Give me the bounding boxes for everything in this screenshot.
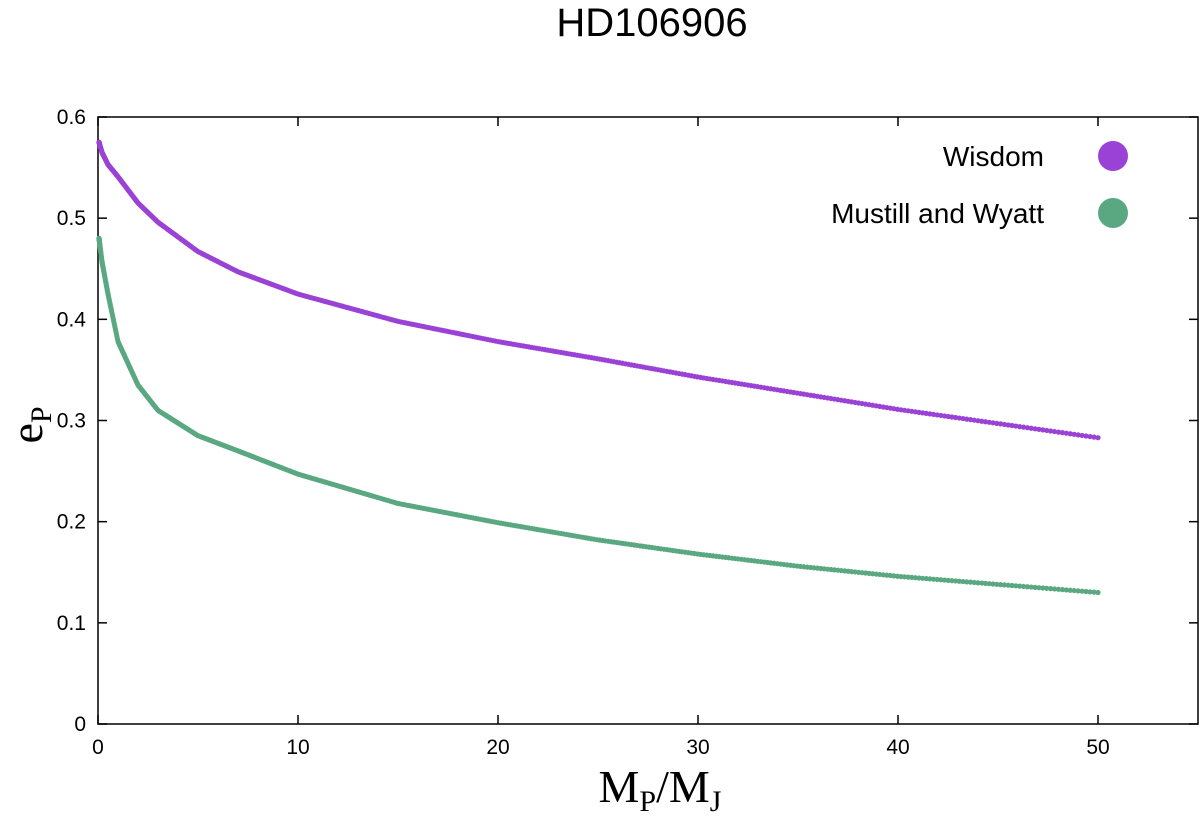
data-point — [1063, 587, 1069, 593]
data-point — [1040, 585, 1046, 591]
data-point — [1079, 588, 1085, 594]
x-tick-label: 50 — [1086, 736, 1109, 759]
data-point — [1040, 427, 1046, 433]
data-point — [1075, 588, 1081, 594]
data-point — [1028, 425, 1034, 431]
y-tick-label: 0.5 — [57, 207, 86, 230]
data-point — [1095, 589, 1101, 596]
data-point — [1001, 421, 1008, 428]
data-point — [1087, 589, 1093, 595]
series-2-points — [96, 235, 1101, 596]
data-point — [975, 580, 981, 586]
x-axis-ticks: 0 10 20 30 40 50 — [92, 117, 1110, 759]
y-tick-label: 0.6 — [57, 106, 86, 129]
y-tick-label: 0 — [74, 713, 86, 736]
legend-marker — [1098, 198, 1128, 228]
data-point — [1005, 422, 1011, 428]
data-point — [1048, 428, 1054, 434]
data-point — [986, 581, 992, 587]
data-point — [1063, 430, 1069, 436]
x-tick-label: 20 — [486, 736, 509, 759]
data-point — [1036, 585, 1042, 591]
data-point — [1059, 430, 1065, 436]
data-point — [1013, 583, 1019, 589]
data-point — [1032, 426, 1038, 432]
series-1-points — [96, 139, 1101, 441]
data-point — [960, 578, 966, 585]
data-point — [1071, 431, 1077, 437]
data-point — [1055, 586, 1062, 592]
data-point — [971, 579, 977, 586]
data-point — [1020, 424, 1027, 430]
data-point — [1036, 426, 1042, 432]
y-axis-ticks: 0 0.1 0.2 0.3 0.4 0.5 0.6 — [57, 106, 1198, 736]
data-point — [1020, 583, 1027, 590]
data-point — [1067, 587, 1073, 593]
chart-title: HD106906 — [556, 1, 747, 45]
data-point — [1087, 433, 1093, 440]
data-point — [1059, 587, 1065, 593]
data-point — [1055, 429, 1062, 435]
data-point — [1005, 582, 1011, 588]
data-point — [1001, 582, 1008, 588]
legend-marker — [1098, 141, 1128, 171]
data-point — [1028, 584, 1034, 590]
data-point — [1091, 589, 1097, 595]
y-tick-label: 0.4 — [57, 308, 87, 331]
data-point — [1095, 435, 1101, 441]
y-tick-label: 0.3 — [57, 410, 86, 433]
data-point — [1013, 423, 1019, 429]
legend-label: Wisdom — [943, 141, 1044, 172]
data-point — [1067, 431, 1073, 437]
data-point — [994, 420, 1000, 426]
data-point — [1044, 427, 1050, 434]
data-point — [998, 421, 1004, 427]
data-point — [1071, 587, 1077, 594]
x-axis-label: MP/MJ — [599, 761, 722, 818]
x-tick-label: 30 — [686, 736, 709, 759]
y-tick-label: 0.1 — [57, 612, 86, 635]
y-tick-label: 0.2 — [57, 511, 86, 534]
data-point — [956, 578, 962, 584]
data-point — [1009, 422, 1015, 429]
legend-label: Mustill and Wyatt — [831, 198, 1044, 229]
data-point — [1048, 586, 1054, 592]
data-point — [994, 581, 1000, 587]
data-point — [998, 582, 1004, 588]
data-point — [982, 580, 989, 586]
data-point — [1051, 428, 1058, 435]
data-point — [990, 420, 996, 426]
data-point — [1017, 424, 1023, 430]
data-point — [1083, 588, 1089, 595]
data-point — [1044, 585, 1050, 591]
x-tick-label: 0 — [92, 736, 104, 759]
data-point — [1091, 434, 1097, 440]
y-axis-label: eP — [1, 406, 58, 443]
data-point — [1075, 432, 1081, 438]
x-tick-label: 40 — [886, 736, 909, 759]
data-point — [967, 579, 974, 585]
data-point — [979, 580, 985, 586]
data-point — [964, 579, 970, 585]
data-point — [1051, 586, 1058, 592]
data-point — [1032, 584, 1038, 590]
data-point — [1024, 584, 1030, 590]
data-point — [1083, 433, 1089, 439]
data-point — [1079, 432, 1085, 439]
data-point — [1024, 425, 1030, 431]
data-point — [1017, 583, 1023, 589]
series-layer — [96, 139, 1101, 596]
x-tick-label: 10 — [286, 736, 309, 759]
legend: Wisdom Mustill and Wyatt — [831, 141, 1128, 229]
data-point — [990, 581, 996, 587]
data-point — [1009, 582, 1015, 589]
